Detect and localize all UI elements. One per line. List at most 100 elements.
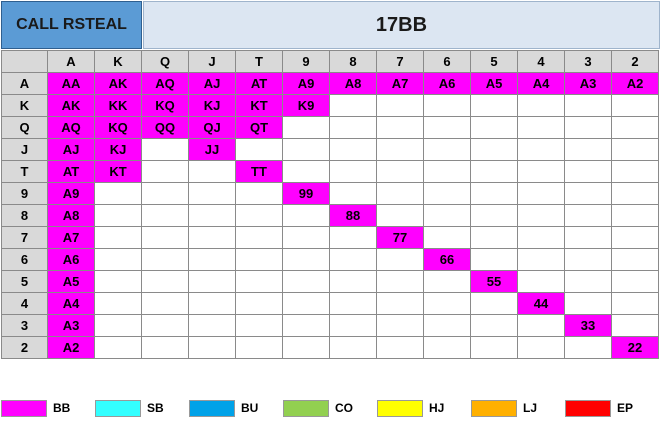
grid-row-5: 5 A5 55: [1, 270, 659, 293]
hand-cell-empty: [564, 336, 612, 359]
position-legend: BB SB BU CO HJ LJ EP: [0, 397, 663, 421]
hand-cell-empty: [329, 138, 377, 161]
row-header-a: A: [1, 72, 48, 95]
hand-cell-empty: [329, 248, 377, 271]
row-header-6: 6: [1, 248, 48, 271]
legend-swatch-sb: [95, 400, 141, 417]
hand-cell-empty: [235, 336, 283, 359]
row-header-5: 5: [1, 270, 48, 293]
hand-cell-empty: [188, 160, 236, 183]
hand-cell-empty: [517, 182, 565, 205]
hand-cell-empty: [423, 292, 471, 315]
hand-cell-empty: [282, 204, 330, 227]
hand-cell-kt: KT: [235, 94, 283, 117]
hand-cell-empty: [376, 248, 424, 271]
legend-item-sb: SB: [95, 398, 185, 420]
hand-cell-empty: [188, 270, 236, 293]
hand-cell-empty: [517, 314, 565, 337]
hand-cell-empty: [141, 182, 189, 205]
row-header-k: K: [1, 94, 48, 117]
hand-cell-empty: [235, 314, 283, 337]
hand-cell-empty: [94, 248, 142, 271]
hand-cell-empty: [517, 226, 565, 249]
legend-swatch-ep: [565, 400, 611, 417]
legend-swatch-lj: [471, 400, 517, 417]
legend-label-lj: LJ: [523, 401, 538, 415]
hand-cell-empty: [564, 292, 612, 315]
hand-cell-empty: [141, 138, 189, 161]
grid-row-j: J AJ KJ JJ: [1, 138, 659, 161]
hand-cell-empty: [470, 204, 518, 227]
legend-label-co: CO: [335, 401, 353, 415]
row-header-8: 8: [1, 204, 48, 227]
row-header-7: 7: [1, 226, 48, 249]
hand-cell-empty: [282, 160, 330, 183]
hand-cell-66: 66: [423, 248, 471, 271]
hand-cell-empty: [376, 270, 424, 293]
hand-cell-empty: [188, 204, 236, 227]
row-header-2: 2: [1, 336, 48, 359]
hand-cell-empty: [376, 314, 424, 337]
legend-swatch-co: [283, 400, 329, 417]
row-header-t: T: [1, 160, 48, 183]
grid-row-9: 9 A9 99: [1, 182, 659, 205]
hand-cell-empty: [376, 292, 424, 315]
hand-cell-empty: [470, 336, 518, 359]
hand-cell-empty: [423, 314, 471, 337]
hand-cell-empty: [423, 94, 471, 117]
hand-cell-empty: [611, 270, 659, 293]
grid-row-a: A AA AK AQ AJ AT A9 A8 A7 A6 A5 A4 A3 A2: [1, 72, 659, 95]
hand-cell-empty: [188, 182, 236, 205]
hand-cell-empty: [282, 226, 330, 249]
hand-cell-empty: [517, 94, 565, 117]
hand-cell-kq: KQ: [141, 94, 189, 117]
hand-cell-empty: [564, 270, 612, 293]
row-header-3: 3: [1, 314, 48, 337]
hand-cell-a5: A5: [470, 72, 518, 95]
hand-cell-empty: [329, 314, 377, 337]
hand-cell-k9: K9: [282, 94, 330, 117]
hand-cell-empty: [141, 204, 189, 227]
hand-cell-a4: A4: [47, 292, 95, 315]
hand-cell-at: AT: [47, 160, 95, 183]
legend-swatch-hj: [377, 400, 423, 417]
hand-cell-empty: [141, 226, 189, 249]
grid-row-t: T AT KT TT: [1, 160, 659, 183]
hand-cell-empty: [611, 204, 659, 227]
hand-cell-empty: [141, 270, 189, 293]
hand-cell-a3: A3: [564, 72, 612, 95]
hand-cell-a6: A6: [423, 72, 471, 95]
hand-cell-aj: AJ: [188, 72, 236, 95]
hand-cell-empty: [517, 336, 565, 359]
grid-row-8: 8 A8 88: [1, 204, 659, 227]
hand-cell-empty: [376, 160, 424, 183]
grid-corner: [1, 50, 48, 73]
hand-cell-empty: [423, 336, 471, 359]
hand-cell-44: 44: [517, 292, 565, 315]
hand-cell-a5: A5: [47, 270, 95, 293]
grid-row-q: Q AQ KQ QQ QJ QT: [1, 116, 659, 139]
hand-cell-empty: [423, 204, 471, 227]
hand-cell-kj: KJ: [188, 94, 236, 117]
hand-cell-qt: QT: [235, 116, 283, 139]
hand-cell-empty: [94, 336, 142, 359]
hand-cell-jj: JJ: [188, 138, 236, 161]
hand-cell-empty: [188, 292, 236, 315]
column-header-j: J: [188, 50, 236, 73]
grid-row-k: K AK KK KQ KJ KT K9: [1, 94, 659, 117]
hand-cell-empty: [611, 160, 659, 183]
hand-cell-33: 33: [564, 314, 612, 337]
hand-cell-kt: KT: [94, 160, 142, 183]
hand-cell-empty: [376, 182, 424, 205]
hand-cell-empty: [188, 226, 236, 249]
hand-cell-a8: A8: [329, 72, 377, 95]
legend-item-hj: HJ: [377, 398, 467, 420]
hand-cell-empty: [423, 226, 471, 249]
hand-cell-empty: [611, 138, 659, 161]
column-header-4: 4: [517, 50, 565, 73]
hand-cell-empty: [611, 292, 659, 315]
hand-cell-empty: [611, 314, 659, 337]
hand-cell-empty: [329, 292, 377, 315]
hand-cell-empty: [517, 138, 565, 161]
hand-cell-a8: A8: [47, 204, 95, 227]
